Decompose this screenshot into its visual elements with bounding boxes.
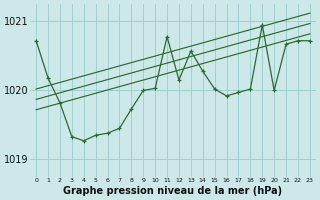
X-axis label: Graphe pression niveau de la mer (hPa): Graphe pression niveau de la mer (hPa) bbox=[63, 186, 283, 196]
